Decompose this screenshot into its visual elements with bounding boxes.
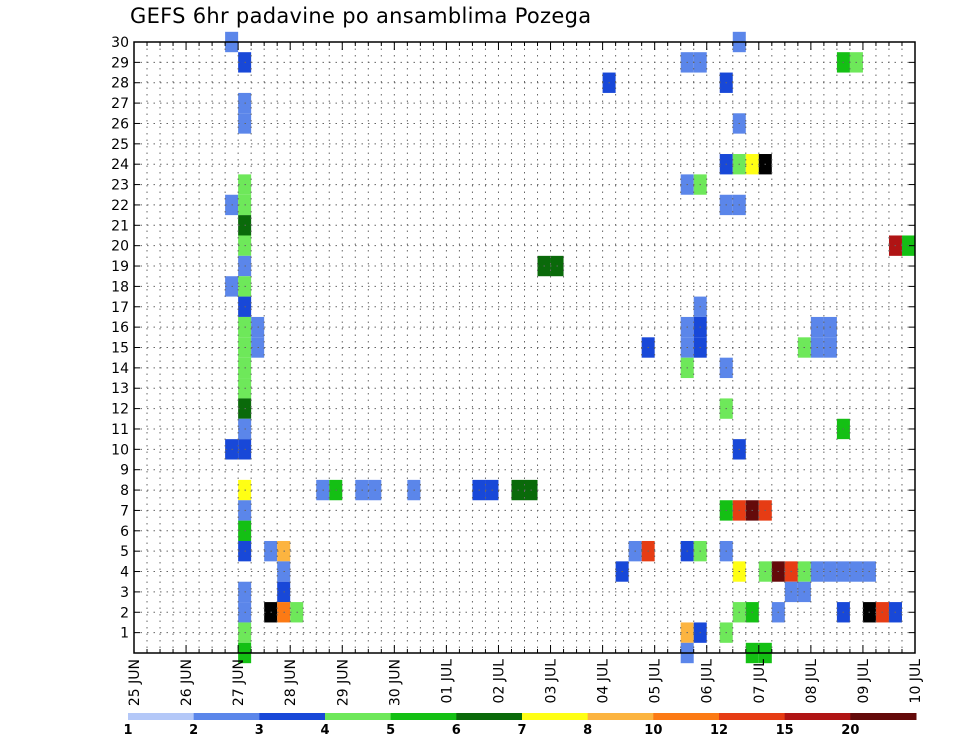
legend: 1 2 3 4 5 6 7 8 10 12 15 20 (123, 713, 917, 738)
legend-swatch (193, 713, 260, 720)
y-tick-label: 21 (111, 218, 129, 234)
y-tick-label: 7 (120, 503, 129, 519)
x-tick-label: 05 JUL (648, 659, 664, 704)
legend-swatch (719, 713, 786, 720)
y-tick-label: 30 (111, 35, 129, 51)
y-tick-label: 3 (120, 585, 129, 601)
y-tick-label: 17 (111, 300, 129, 316)
y-tick-label: 16 (111, 320, 129, 336)
legend-swatch (390, 713, 457, 720)
legend-swatch (128, 713, 195, 720)
legend-swatch (325, 713, 392, 720)
legend-swatch (653, 713, 720, 720)
x-tick-label: 07 JUL (752, 659, 768, 704)
legend-swatch (456, 713, 523, 720)
y-tick-label: 23 (111, 178, 129, 194)
y-tick-label: 28 (111, 76, 129, 92)
legend-label: 2 (189, 723, 198, 738)
chart-title: GEFS 6hr padavine po ansamblima Pozega (130, 4, 592, 28)
y-tick-label: 11 (111, 422, 129, 438)
legend-swatch (850, 713, 917, 720)
legend-label: 4 (320, 723, 329, 738)
grid-layer (134, 41, 915, 653)
legend-label: 12 (710, 723, 728, 738)
legend-swatch (784, 713, 851, 720)
x-tick-label: 25 JUN (127, 659, 143, 706)
y-tick-label: 10 (111, 442, 129, 458)
y-tick-label: 9 (120, 463, 129, 479)
y-tick-label: 15 (111, 341, 129, 357)
legend-label: 1 (123, 723, 132, 738)
y-tick-label: 8 (120, 483, 129, 499)
legend-label: 5 (386, 723, 395, 738)
legend-label: 3 (255, 723, 264, 738)
y-tick-label: 19 (111, 259, 129, 275)
x-tick-label: 02 JUL (491, 659, 507, 704)
y-tick-label: 25 (111, 137, 129, 153)
y-tick-label: 6 (120, 524, 129, 540)
legend-label: 7 (517, 723, 526, 738)
legend-label: 20 (841, 723, 859, 738)
y-tick-label: 13 (111, 381, 129, 397)
x-tick-label: 27 JUN (231, 659, 247, 706)
x-tick-label: 09 JUL (856, 659, 872, 704)
x-tick-label: 06 JUL (700, 659, 716, 704)
x-tick-label: 28 JUN (283, 659, 299, 706)
y-tick-label: 18 (111, 279, 129, 295)
y-tick-label: 29 (111, 55, 129, 71)
x-tick-label: 04 JUL (596, 659, 612, 704)
y-axis: 1234567891011121314151617181920212223242… (111, 35, 915, 642)
legend-swatch (259, 713, 326, 720)
y-tick-label: 26 (111, 116, 129, 132)
x-tick-label: 30 JUN (387, 659, 403, 706)
y-tick-label: 22 (111, 198, 129, 214)
legend-label: 15 (776, 723, 794, 738)
y-tick-label: 27 (111, 96, 129, 112)
y-tick-label: 5 (120, 544, 129, 560)
x-tick-label: 26 JUN (179, 659, 195, 706)
legend-swatch (522, 713, 589, 720)
x-tick-label: 10 JUL (908, 659, 924, 704)
legend-swatch (587, 713, 654, 720)
y-tick-label: 14 (111, 361, 129, 377)
x-tick-label: 03 JUL (544, 659, 560, 704)
x-tick-label: 29 JUN (335, 659, 351, 706)
y-tick-label: 1 (120, 626, 129, 642)
legend-label: 8 (583, 723, 592, 738)
x-tick-label: 01 JUL (439, 659, 455, 704)
y-tick-label: 2 (120, 605, 129, 621)
y-tick-label: 24 (111, 157, 129, 173)
plot-frame (133, 41, 916, 654)
y-tick-label: 12 (111, 402, 129, 418)
x-tick-label: 08 JUL (804, 659, 820, 704)
legend-label: 10 (644, 723, 662, 738)
y-tick-label: 20 (111, 239, 129, 255)
legend-label: 6 (452, 723, 461, 738)
y-tick-label: 4 (120, 565, 129, 581)
x-axis: 25 JUN 26 JUN 27 JUN 28 JUN 29 JUN 30 JUN 01 J… (127, 42, 924, 706)
